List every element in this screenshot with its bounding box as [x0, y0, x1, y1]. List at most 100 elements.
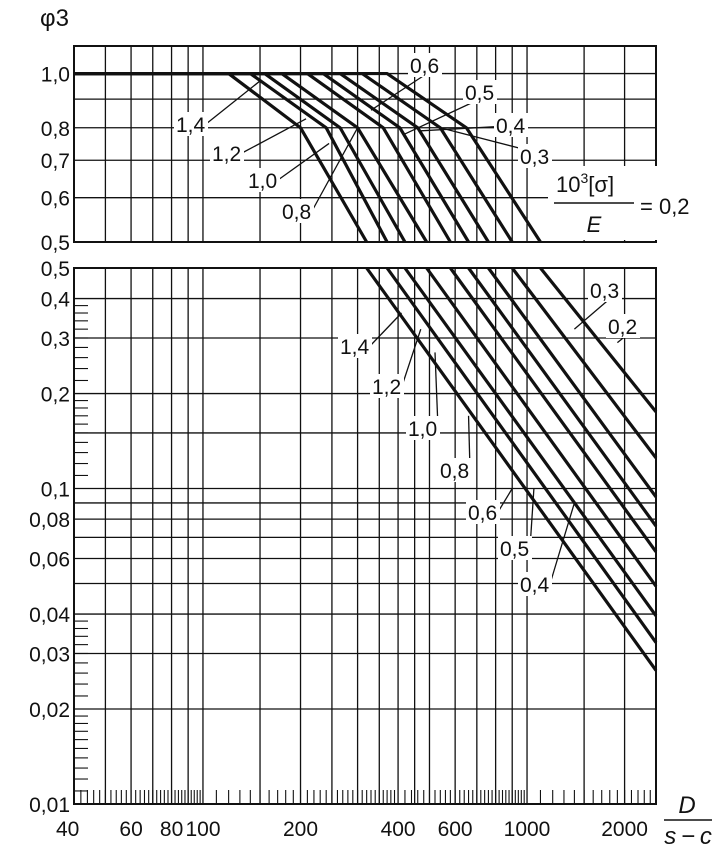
- lower-curve-0-3: [510, 267, 658, 459]
- parameter-denominator: E: [587, 212, 602, 237]
- upper-curve-label-bg: [246, 168, 280, 192]
- upper-curve-label: 1,2: [212, 143, 241, 166]
- lower-curve-0-4: [487, 267, 658, 498]
- lower-curve-label-bg: [498, 536, 532, 560]
- lower-y-tick: 0,01: [29, 794, 70, 817]
- upper-curve-label: 1,0: [248, 170, 277, 193]
- lower-y-tick: 0,03: [29, 644, 70, 667]
- lower-curve-label: 0,2: [608, 316, 637, 339]
- upper-curve-label: 0,3: [520, 146, 549, 169]
- x-axis-label: D s − c: [664, 792, 712, 850]
- upper-y-tick: 1,0: [41, 64, 70, 87]
- lower-minor-ticks: [74, 305, 651, 804]
- lower-curve-label: 0,3: [590, 280, 619, 303]
- upper-y-tick-labels: 0,5 0,6 0,7 0,8 1,0: [41, 64, 70, 256]
- lower-curve-label-bg: [406, 416, 440, 440]
- upper-curve-label-bg: [210, 141, 244, 165]
- upper-curve-0-2: [74, 71, 542, 243]
- lower-curve-1-2: [385, 267, 658, 644]
- lower-curve-label-bg: [606, 314, 640, 338]
- x-tick: 1000: [504, 818, 551, 841]
- lower-curve-label-bg: [338, 334, 372, 358]
- upper-y-tick: 0,7: [41, 150, 70, 173]
- upper-panel: 1,4 1,2 1,00,8 0,6 0,50,4 0,3: [73, 45, 657, 243]
- lower-curve-label-bg: [588, 278, 622, 302]
- lower-curve-leader: [549, 502, 576, 585]
- lower-panel: 1,41,2 1,00,8 0,60,5 0,4 0,3 0,2: [73, 266, 658, 805]
- upper-curve-label-bg: [518, 144, 552, 168]
- x-axis-label-denominator: s − c: [664, 823, 712, 850]
- y-axis-symbol: φ3: [40, 5, 69, 32]
- parameter-label: 103[σ] E = 0,2: [548, 166, 714, 240]
- lower-curve-0-5: [467, 267, 658, 528]
- lower-curve-label-bg: [518, 572, 552, 596]
- lower-y-tick: 0,08: [29, 509, 70, 532]
- x-tick: 80: [160, 818, 183, 841]
- lower-curve-1-4: [365, 267, 658, 672]
- upper-y-tick: 0,5: [41, 232, 70, 255]
- upper-curve-label-bg: [174, 112, 208, 136]
- upper-curve-label: 0,4: [496, 115, 526, 138]
- x-tick: 600: [438, 818, 473, 841]
- lower-y-tick: 0,06: [29, 549, 70, 572]
- upper-y-tick: 0,6: [41, 188, 70, 211]
- lower-y-tick: 0,1: [41, 479, 70, 502]
- lower-curve-leader: [497, 488, 513, 513]
- lower-curve-label: 1,2: [372, 376, 401, 399]
- lower-curve-1-0: [403, 267, 658, 617]
- lower-curve-leader: [434, 352, 439, 429]
- lower-curve-label: 0,8: [440, 460, 469, 483]
- lower-frame: [73, 267, 657, 805]
- lower-curve-label-bg: [466, 500, 500, 524]
- x-tick: 400: [381, 818, 416, 841]
- upper-curve-leader: [277, 142, 330, 181]
- lower-y-tick: 0,5: [41, 258, 70, 281]
- upper-curve-label: 1,4: [176, 114, 206, 137]
- lower-curves: [365, 266, 658, 672]
- upper-curve-label-bg: [463, 80, 497, 104]
- x-axis-label-numerator: D: [678, 792, 695, 819]
- x-tick: 200: [283, 818, 318, 841]
- upper-y-tick: 0,8: [41, 118, 70, 141]
- upper-curve-labels: 1,4 1,2 1,00,8 0,6 0,50,4 0,3: [174, 53, 552, 224]
- lower-curve-label: 1,0: [408, 418, 437, 441]
- lower-curve-0-2: [539, 266, 658, 413]
- upper-curve-leader: [311, 127, 359, 212]
- x-tick: 60: [119, 818, 142, 841]
- upper-curve-label-bg: [280, 199, 314, 223]
- parameter-value: = 0,2: [640, 194, 690, 219]
- x-tick-labels: 40 60 80 100 200 400 600 1000 2000: [56, 818, 648, 841]
- y-axis-label: φ3: [40, 5, 69, 32]
- lower-y-tick: 0,04: [29, 604, 70, 627]
- lower-curve-label-bg: [370, 374, 404, 398]
- lower-curve-label-bg: [438, 458, 472, 482]
- lower-y-tick: 0,02: [29, 699, 70, 722]
- parameter-numerator: 103[σ]: [556, 170, 614, 197]
- lower-y-tick: 0,3: [41, 328, 70, 351]
- lower-curve-label: 0,4: [520, 574, 550, 597]
- lower-curve-0-6: [449, 267, 658, 553]
- lower-curve-label: 0,5: [500, 538, 529, 561]
- upper-curve-label: 0,8: [282, 201, 311, 224]
- upper-curve-leader: [205, 80, 261, 125]
- lower-curve-leader: [401, 328, 422, 387]
- upper-curve-label: 0,6: [410, 55, 439, 78]
- upper-frame: [73, 45, 657, 243]
- upper-curve-leader: [241, 118, 307, 154]
- upper-curve-label-bg: [408, 53, 442, 77]
- lower-curve-leader: [369, 312, 403, 347]
- lower-curve-label: 0,6: [468, 502, 497, 525]
- x-tick: 100: [185, 818, 220, 841]
- x-tick: 40: [56, 818, 79, 841]
- x-tick: 2000: [601, 818, 648, 841]
- lower-y-tick: 0,2: [41, 384, 70, 407]
- upper-curve-label: 0,5: [465, 82, 494, 105]
- lower-y-tick-labels: 0,01 0,02 0,03 0,04 0,06 0,08 0,1 0,2 0,3 0,4 0,5: [29, 258, 70, 817]
- lower-curve-label: 1,4: [340, 336, 370, 359]
- lower-y-tick: 0,4: [41, 289, 71, 312]
- lower-curve-0-8: [425, 267, 658, 588]
- lower-curve-labels: 1,41,2 1,00,8 0,60,5 0,4 0,3 0,2: [338, 278, 640, 597]
- upper-curve-label-bg: [494, 113, 528, 137]
- upper-curves: [74, 71, 542, 243]
